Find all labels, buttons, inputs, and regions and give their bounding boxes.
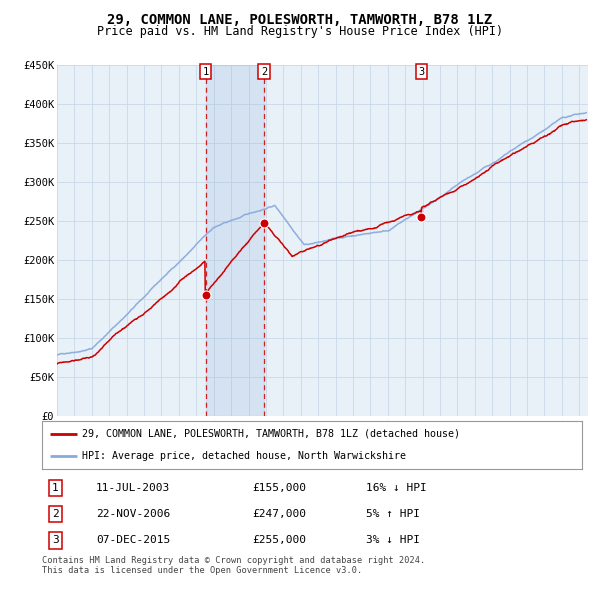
Text: 16% ↓ HPI: 16% ↓ HPI [366, 483, 427, 493]
Text: 2: 2 [261, 67, 267, 77]
Text: 11-JUL-2003: 11-JUL-2003 [96, 483, 170, 493]
Text: £255,000: £255,000 [253, 536, 307, 546]
Text: 3: 3 [418, 67, 425, 77]
Text: 3% ↓ HPI: 3% ↓ HPI [366, 536, 420, 546]
Text: 29, COMMON LANE, POLESWORTH, TAMWORTH, B78 1LZ: 29, COMMON LANE, POLESWORTH, TAMWORTH, B… [107, 13, 493, 27]
Text: 22-NOV-2006: 22-NOV-2006 [96, 509, 170, 519]
Text: £155,000: £155,000 [253, 483, 307, 493]
Text: HPI: Average price, detached house, North Warwickshire: HPI: Average price, detached house, Nort… [83, 451, 407, 461]
Text: 1: 1 [202, 67, 209, 77]
Text: 29, COMMON LANE, POLESWORTH, TAMWORTH, B78 1LZ (detached house): 29, COMMON LANE, POLESWORTH, TAMWORTH, B… [83, 429, 461, 439]
Text: 1: 1 [52, 483, 59, 493]
Text: Price paid vs. HM Land Registry's House Price Index (HPI): Price paid vs. HM Land Registry's House … [97, 25, 503, 38]
Text: 3: 3 [52, 536, 59, 546]
Text: 2: 2 [52, 509, 59, 519]
Text: 07-DEC-2015: 07-DEC-2015 [96, 536, 170, 546]
Text: 5% ↑ HPI: 5% ↑ HPI [366, 509, 420, 519]
Text: £247,000: £247,000 [253, 509, 307, 519]
Text: Contains HM Land Registry data © Crown copyright and database right 2024.
This d: Contains HM Land Registry data © Crown c… [42, 556, 425, 575]
Bar [206, 65, 264, 416]
